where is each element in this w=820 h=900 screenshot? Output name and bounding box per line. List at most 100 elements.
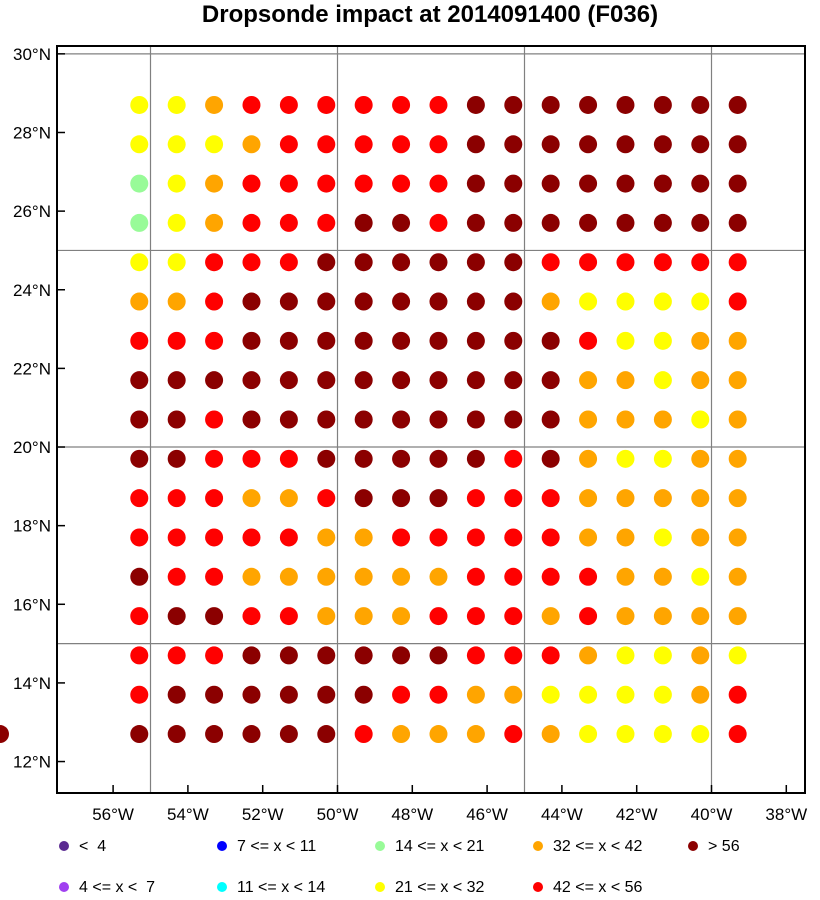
data-point-r6-c10 (504, 331, 523, 350)
data-point-r8-c9 (466, 410, 485, 429)
legend-label-0: < 4 (79, 838, 106, 855)
data-point-r7-c8 (429, 371, 448, 390)
data-point-r14-c8 (429, 646, 448, 665)
data-point-r11-c0 (130, 528, 149, 547)
data-point-r10-c14 (653, 489, 672, 508)
legend-swatch-2 (217, 841, 227, 851)
data-point-r3-c10 (504, 213, 523, 232)
data-point-r3-c13 (616, 213, 635, 232)
data-point-r14-c0 (130, 646, 149, 665)
data-point-r13-c13 (616, 607, 635, 626)
data-point-r13-c15 (691, 607, 710, 626)
data-point-r16-c9 (466, 725, 485, 744)
data-point-r5-c1 (167, 292, 186, 311)
data-point-r3-c16 (728, 213, 747, 232)
data-point-r15-c10 (504, 685, 523, 704)
data-point-r9-c14 (653, 449, 672, 468)
data-point-r0-c0 (130, 95, 149, 114)
data-point-r4-c1 (167, 253, 186, 272)
data-point-r3-c11 (541, 213, 560, 232)
data-point-r2-c7 (392, 174, 411, 193)
data-point-r16-c14 (653, 725, 672, 744)
data-point-r11-c15 (691, 528, 710, 547)
data-point-r6-c0 (130, 331, 149, 350)
y-tick-label-5: 22°N (13, 359, 51, 378)
data-point-r6-c6 (354, 331, 373, 350)
data-point-r6-c7 (392, 331, 411, 350)
y-axis: 12°N 14°N 16°N 18°N 20°N 22°N 24°N 26°N 28°N 30°N (13, 45, 65, 772)
data-point-r7-c6 (354, 371, 373, 390)
data-point-r0-c5 (317, 95, 336, 114)
y-tick-label-1: 14°N (13, 674, 51, 693)
data-point-r1-c10 (504, 135, 523, 154)
data-point-r10-c15 (691, 489, 710, 508)
data-point-r12-c6 (354, 567, 373, 586)
data-point-r1-c7 (392, 135, 411, 154)
data-point-r0-c3 (242, 95, 261, 114)
data-point-r10-c13 (616, 489, 635, 508)
legend-label-1: 4 <= x < 7 (79, 879, 155, 896)
data-point-r5-c13 (616, 292, 635, 311)
data-point-r2-c15 (691, 174, 710, 193)
data-point-r6-c14 (653, 331, 672, 350)
data-point-r14-c7 (392, 646, 411, 665)
y-tick-label-7: 26°N (13, 202, 51, 221)
data-point-r2-c8 (429, 174, 448, 193)
data-point-r16-c5 (317, 725, 336, 744)
data-point-r5-c7 (392, 292, 411, 311)
data-point-r12-c13 (616, 567, 635, 586)
data-point-r16-c16 (728, 725, 747, 744)
data-point-r4-c6 (354, 253, 373, 272)
data-point-r15-c5 (317, 685, 336, 704)
legend-label-2: 7 <= x < 11 (237, 838, 316, 855)
data-point-r8-c7 (392, 410, 411, 429)
data-point-r11-c14 (653, 528, 672, 547)
data-point-r8-c15 (691, 410, 710, 429)
data-point-r14-c5 (317, 646, 336, 665)
legend: < 4 4 <= x < 7 7 <= x < 11 11 <= x < 14 14 <… (59, 838, 740, 896)
data-point-r7-c13 (616, 371, 635, 390)
data-point-r1-c12 (579, 135, 598, 154)
data-point-r9-c13 (616, 449, 635, 468)
data-point-r14-c11 (541, 646, 560, 665)
y-tick-label-4: 20°N (13, 438, 51, 457)
data-point-r0-c13 (616, 95, 635, 114)
data-point-r15-c6 (354, 685, 373, 704)
data-point-r9-c4 (279, 449, 298, 468)
data-point-r8-c11 (541, 410, 560, 429)
data-point-r0-c16 (728, 95, 747, 114)
data-point-r3-c15 (691, 213, 710, 232)
data-point-r6-c3 (242, 331, 261, 350)
data-point-r12-c12 (579, 567, 598, 586)
data-point-r11-c13 (616, 528, 635, 547)
data-point-r15-c3 (242, 685, 261, 704)
data-point-r8-c8 (429, 410, 448, 429)
data-point-r9-c15 (691, 449, 710, 468)
data-point-r3-c3 (242, 213, 261, 232)
data-point-r15-c16 (728, 685, 747, 704)
data-point-r5-c11 (541, 292, 560, 311)
data-point-r15-c7 (392, 685, 411, 704)
data-point-r2-c12 (579, 174, 598, 193)
data-point-r15-c13 (616, 685, 635, 704)
data-point-r3-c7 (392, 213, 411, 232)
data-point-r7-c1 (167, 371, 186, 390)
data-point-r13-c9 (466, 607, 485, 626)
x-tick-label-8: 40°W (691, 805, 733, 824)
data-point-r5-c4 (279, 292, 298, 311)
data-point-r3-c5 (317, 213, 336, 232)
chart-title: Dropsonde impact at 2014091400 (F036) (202, 1, 658, 28)
data-point-r8-c13 (616, 410, 635, 429)
data-point-r3-c6 (354, 213, 373, 232)
data-point-r10-c0 (130, 489, 149, 508)
data-point-r9-c5 (317, 449, 336, 468)
data-point-r14-c14 (653, 646, 672, 665)
legend-swatch-5 (375, 882, 385, 892)
data-point-r13-c16 (728, 607, 747, 626)
data-point-r9-c3 (242, 449, 261, 468)
data-point-r4-c5 (317, 253, 336, 272)
data-point-r8-c5 (317, 410, 336, 429)
x-tick-label-4: 48°W (391, 805, 433, 824)
data-point-r7-c7 (392, 371, 411, 390)
